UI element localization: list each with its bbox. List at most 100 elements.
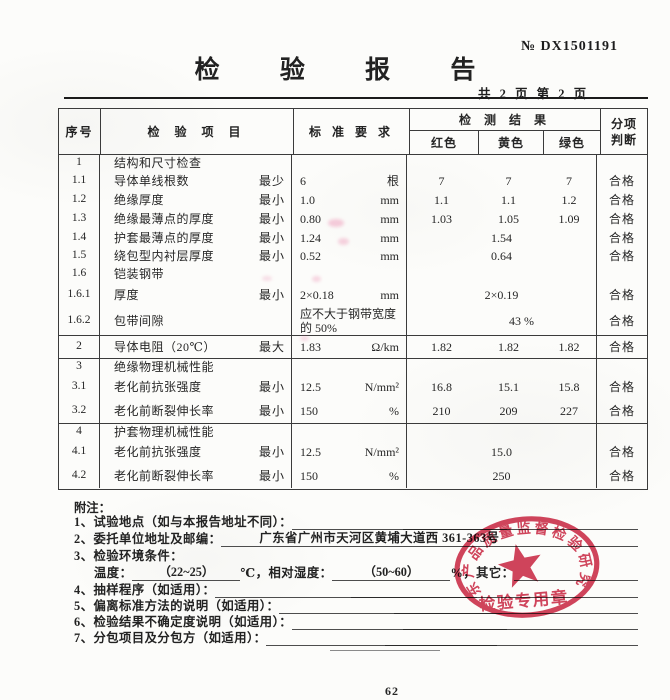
cell-standard (292, 155, 407, 171)
cell-verdict: 合格 (608, 211, 635, 226)
item-name: 护套最薄点的厚度 (114, 230, 215, 245)
cell-standard: 应不大于钢带宽度的 50% (292, 306, 407, 335)
note-underline: （22~25） (132, 565, 241, 581)
cell-verdict (597, 265, 647, 283)
item-name: 老化前断裂伸长率 (114, 469, 215, 483)
item-qualifier: 最小 (258, 404, 285, 418)
item-qualifier: 最大 (258, 340, 285, 354)
note-line: 7、分包项目及分包方（如适用）： (74, 631, 642, 646)
note-label: 3、检验环境条件： (74, 549, 184, 563)
item-qualifier: 最小 (258, 469, 285, 483)
cell-results: 1.03 1.05 1.09 (407, 209, 597, 228)
note-fill-value: （22~25） (158, 565, 215, 579)
cell-seq: 4.1 (59, 440, 100, 464)
cell-verdict: 合格 (608, 313, 635, 328)
standard-value: 12.5 (300, 445, 321, 459)
standard-value: 0.52 (300, 249, 321, 263)
cell-results: 43 % (407, 306, 597, 335)
cell-item: 绝缘物理机械性能 (100, 359, 292, 375)
note-underline (292, 515, 638, 530)
subheader-red: 红色 (410, 131, 479, 154)
table-row: 4.1 老化前抗张强度 最小 12.5 N/mm² 15.0 合格 (59, 440, 647, 464)
note-fill-value: 广东省广州市天河区黄埔大道西 361-363号 (259, 531, 500, 545)
note-underline (279, 599, 638, 614)
item-name: 厚度 (114, 287, 140, 302)
cell-item: 老化前断裂伸长率 最小 (100, 464, 292, 488)
standard-value: 1.0 (300, 192, 315, 207)
cell-seq: 1.3 (59, 209, 100, 228)
item-name: 绝缘最薄点的厚度 (114, 211, 215, 226)
standard-value: 6 (300, 173, 306, 188)
result-red: 16.8 (431, 380, 452, 394)
note-line: 2、委托单位地址及邮编： 广东省广州市天河区黄埔大道西 361-363号 (74, 531, 642, 547)
result-green: 1.82 (558, 340, 580, 354)
cell-standard: 0.80 mm (292, 209, 407, 228)
standard-unit: N/mm² (364, 445, 399, 459)
cell-seq: 1.6.1 (59, 283, 100, 306)
cell-seq: 1.1 (59, 171, 100, 190)
cell-results: 1.54 (407, 228, 597, 247)
result-green: 227 (560, 404, 578, 418)
item-qualifier: 最小 (258, 192, 285, 207)
cell-seq: 2 (59, 336, 100, 358)
table-group: 1 结构和尺寸检查 1.1 导体单线根数 最少 6 根 7 7 7 合格 1.2 绝缘厚度 最小 1.0 mm… (59, 155, 647, 336)
cell-seq: 3.1 (59, 375, 100, 399)
standard-unit: mm (380, 230, 399, 245)
standard-value: 150 (300, 404, 318, 418)
cell-verdict (597, 359, 647, 375)
cell-verdict (597, 155, 647, 171)
result-span: 0.64 (491, 249, 512, 263)
item-name: 铠装钢带 (114, 267, 165, 281)
note-line: 6、检验结果不确定度说明（如适用）： (74, 615, 642, 630)
cell-seq: 1.2 (59, 190, 100, 209)
table-row: 4 护套物理机械性能 (59, 424, 647, 440)
results-subheaders: 红色 黄色 绿色 (410, 131, 600, 154)
cell-verdict: 合格 (608, 469, 635, 483)
inspection-table: 序号 检 验 项 目 标 准 要 求 检 测 结 果 红色 黄色 绿色 分项 判… (58, 108, 648, 490)
result-green: 15.8 (558, 380, 580, 394)
standard-unit: mm (380, 211, 399, 226)
result-span: 1.54 (491, 230, 512, 245)
cell-item: 导体电阻（20℃） 最大 (100, 336, 292, 358)
header-rule (64, 97, 648, 100)
cell-seq: 1 (59, 155, 100, 171)
standard-unit: % (389, 404, 399, 418)
table-row: 1.6.1 厚度 最小 2×0.18 mm 2×0.19 合格 (59, 283, 647, 306)
cell-results: 210 209 227 (407, 399, 597, 423)
note-underline (292, 615, 638, 630)
table-row: 3.1 老化前抗张强度 最小 12.5 N/mm² 16.8 15.1 15.8 合格 (59, 375, 647, 399)
result-span: 250 (492, 469, 511, 483)
verdict-header-line1: 分项 (610, 116, 637, 131)
item-qualifier: 最小 (258, 445, 285, 459)
standard-value: 12.5 (300, 380, 321, 394)
table-header: 序号 检 验 项 目 标 准 要 求 检 测 结 果 红色 黄色 绿色 分项 判… (59, 109, 647, 155)
short-underline (330, 650, 440, 651)
result-red: 1.1 (434, 192, 449, 207)
table-row: 1.4 护套最薄点的厚度 最小 1.24 mm 1.54 合格 (59, 228, 647, 247)
note-label: 2、委托单位地址及邮编： (74, 532, 222, 546)
item-name: 绝缘物理机械性能 (114, 360, 215, 374)
page-number: 62 (385, 684, 399, 698)
note-underline: 广东省广州市天河区黄埔大道西 361-363号 (221, 531, 638, 547)
cell-seq: 1.6.2 (59, 306, 100, 335)
item-qualifier: 最小 (258, 287, 285, 302)
result-span: 15.0 (491, 445, 512, 459)
result-red: 7 (438, 173, 445, 188)
cell-verdict: 合格 (608, 173, 635, 188)
result-span: 2×0.19 (484, 287, 519, 302)
table-row: 1.6 铠装钢带 (59, 265, 647, 283)
cell-seq: 3 (59, 359, 100, 375)
notes-heading: 附注： (74, 501, 111, 515)
standard-value: 150 (300, 469, 318, 483)
result-yellow: 1.1 (501, 192, 516, 207)
note-label: 5、偏离标准方法的说明（如适用）： (74, 599, 280, 613)
table-row: 1.5 绕包型内衬层厚度 最小 0.52 mm 0.64 合格 (59, 247, 647, 265)
cell-verdict: 合格 (608, 230, 635, 245)
standard-value: 2×0.18 (300, 287, 334, 302)
item-qualifier: 最小 (258, 211, 285, 226)
standard-unit: 根 (386, 173, 399, 188)
item-name: 老化前断裂伸长率 (114, 404, 215, 418)
item-qualifier: 最少 (258, 173, 285, 188)
cell-standard (292, 424, 407, 440)
